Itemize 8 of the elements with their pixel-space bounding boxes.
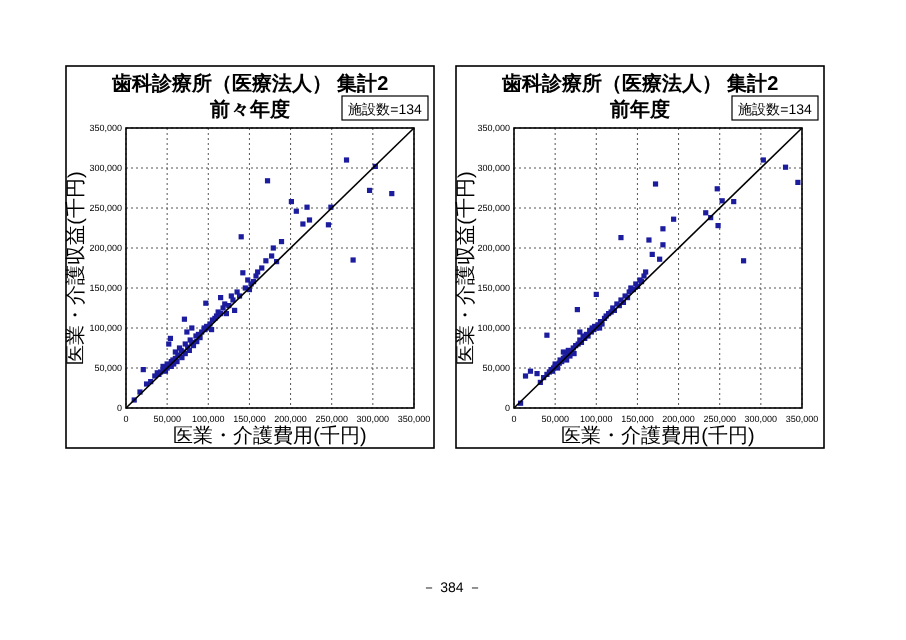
x-axis-title: 医業・介護費用(千円)	[561, 424, 755, 448]
chart-subtitle: 前々年度	[208, 98, 290, 122]
y-axis-title: 医業・介護収益(千円)	[64, 171, 88, 365]
chart-title: 歯科診療所（医療法人） 集計2	[109, 72, 390, 96]
y-axis-title: 医業・介護収益(千円)	[454, 171, 478, 365]
chart-subtitle: 前年度	[608, 98, 670, 122]
x-axis-title: 医業・介護費用(千円)	[173, 424, 367, 448]
chart-title: 歯科診療所（医療法人） 集計2	[499, 72, 780, 96]
